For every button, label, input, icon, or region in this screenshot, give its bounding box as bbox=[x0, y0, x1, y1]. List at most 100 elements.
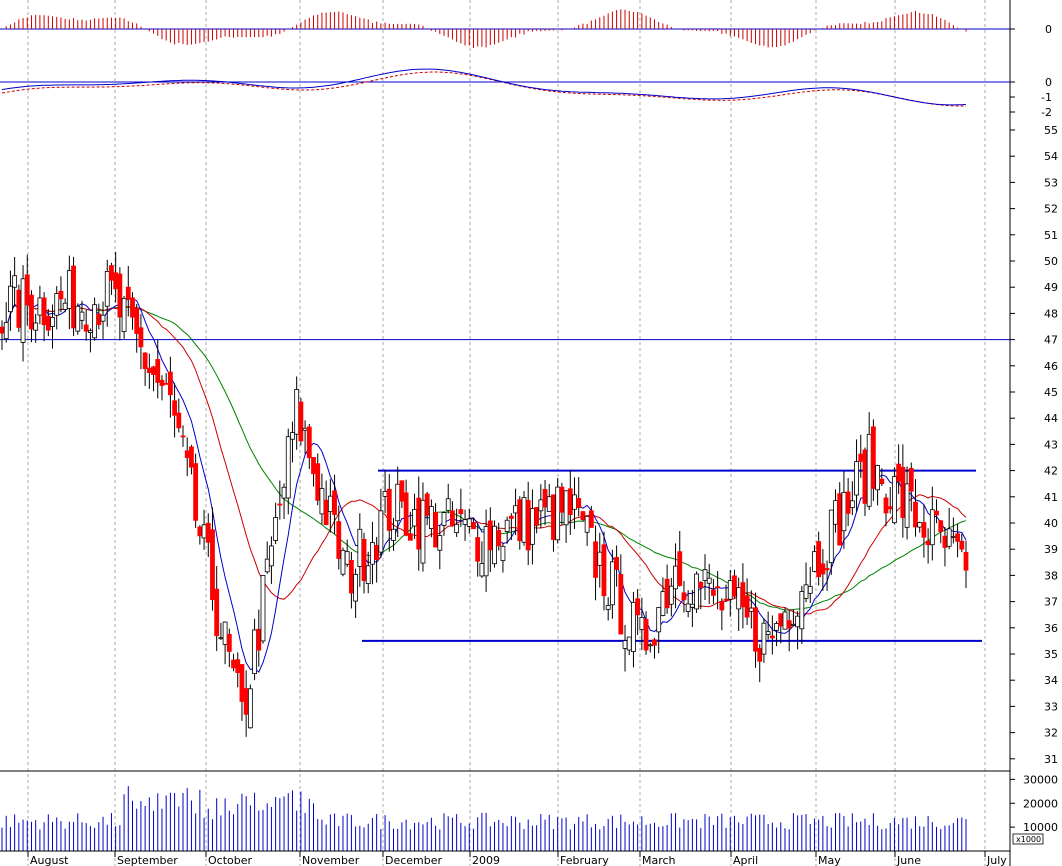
candle-body bbox=[167, 371, 173, 396]
candle-up bbox=[656, 606, 662, 654]
candle-body bbox=[854, 461, 859, 496]
candle-body bbox=[445, 498, 451, 511]
candle-body bbox=[412, 509, 417, 527]
price-tick-label: 44 bbox=[1044, 412, 1058, 425]
candle-body bbox=[420, 499, 426, 564]
candle-down bbox=[711, 579, 716, 604]
candle-down bbox=[757, 644, 763, 683]
candle-down bbox=[306, 423, 312, 470]
price-tick-label: 31 bbox=[1044, 753, 1058, 766]
candle-body bbox=[963, 551, 969, 571]
candle-up bbox=[702, 554, 708, 601]
candle-body bbox=[222, 621, 228, 645]
candle-body bbox=[584, 515, 590, 533]
candle-body bbox=[79, 311, 85, 321]
candle-body bbox=[54, 293, 60, 316]
candle-body bbox=[942, 535, 948, 548]
price-tick-label: 45 bbox=[1044, 386, 1058, 399]
candle-body bbox=[399, 480, 405, 502]
candle-body bbox=[172, 400, 177, 416]
candle-down bbox=[277, 480, 283, 520]
candle-body bbox=[454, 523, 460, 534]
candle-up bbox=[685, 590, 691, 618]
candle-up bbox=[79, 300, 85, 330]
candle-body bbox=[828, 509, 834, 564]
candle-body bbox=[104, 271, 110, 307]
volume-unit-box bbox=[1012, 833, 1044, 845]
candle-down bbox=[58, 276, 64, 313]
candle-body bbox=[45, 315, 51, 331]
candle-up bbox=[929, 486, 935, 561]
candle-body bbox=[218, 637, 224, 640]
candle-body bbox=[609, 561, 615, 606]
price-tick-label: 46 bbox=[1044, 360, 1058, 373]
candle-body bbox=[504, 519, 510, 532]
candle-down bbox=[323, 480, 329, 526]
price-tick-label: 40 bbox=[1044, 517, 1058, 530]
candle-up bbox=[285, 428, 291, 515]
candle-body bbox=[100, 314, 106, 322]
candle-body bbox=[875, 465, 880, 491]
candle-down bbox=[399, 480, 405, 509]
candle-up bbox=[441, 511, 447, 536]
candle-up bbox=[3, 302, 9, 343]
candle-body bbox=[189, 446, 194, 468]
candle-body bbox=[361, 538, 367, 581]
candle-body bbox=[88, 330, 93, 333]
candle-body bbox=[753, 607, 758, 652]
candle-down bbox=[643, 611, 649, 655]
candle-body bbox=[896, 463, 902, 482]
candle-body bbox=[761, 622, 767, 655]
candle-down bbox=[315, 453, 321, 506]
candle-body bbox=[58, 290, 64, 300]
candle-down bbox=[142, 352, 148, 386]
oscillator-tick-label: 0 bbox=[1045, 76, 1052, 89]
candle-up bbox=[799, 586, 805, 644]
candle-body bbox=[471, 521, 476, 530]
candle-up bbox=[605, 597, 611, 621]
candle-down bbox=[159, 375, 165, 401]
candle-body bbox=[109, 265, 114, 281]
candle-up bbox=[121, 295, 127, 339]
candle-up bbox=[530, 489, 535, 565]
candle-up bbox=[854, 439, 859, 512]
candle-body bbox=[538, 499, 544, 512]
price-tick-label: 50 bbox=[1044, 255, 1058, 268]
candle-down bbox=[883, 493, 889, 527]
candle-body bbox=[441, 512, 447, 526]
candle-body bbox=[311, 457, 316, 475]
candle-body bbox=[407, 533, 413, 541]
oscillator-signal-line bbox=[1, 71, 966, 107]
candle-up bbox=[353, 568, 359, 618]
candle-body bbox=[344, 551, 350, 565]
candle-up bbox=[54, 286, 60, 330]
candle-down bbox=[374, 537, 380, 583]
candle-up bbox=[849, 481, 855, 516]
candle-body bbox=[639, 617, 645, 630]
candle-down bbox=[471, 517, 476, 530]
candle-body bbox=[66, 270, 72, 309]
candle-down bbox=[618, 554, 624, 635]
candle-down bbox=[715, 571, 721, 610]
candle-body bbox=[252, 629, 257, 675]
candle-body bbox=[273, 517, 279, 541]
candle-body bbox=[121, 297, 127, 332]
price-tick-label: 39 bbox=[1044, 543, 1058, 556]
candle-body bbox=[673, 565, 678, 590]
candle-body bbox=[542, 489, 548, 508]
candle-body bbox=[134, 308, 140, 334]
candle-down bbox=[71, 256, 76, 337]
candle-body bbox=[883, 497, 889, 514]
candle-body bbox=[163, 382, 169, 385]
candle-body bbox=[33, 322, 39, 331]
candle-down bbox=[117, 267, 123, 341]
candle-body bbox=[660, 591, 666, 616]
candle-body bbox=[816, 541, 822, 578]
candle-up bbox=[875, 464, 880, 506]
candle-body bbox=[517, 499, 523, 541]
candle-body bbox=[904, 483, 910, 528]
month-label: December bbox=[385, 854, 443, 866]
month-axis: August September October November December 20… bbox=[0, 850, 1010, 866]
candle-body bbox=[572, 494, 577, 510]
candle-up bbox=[500, 542, 506, 573]
